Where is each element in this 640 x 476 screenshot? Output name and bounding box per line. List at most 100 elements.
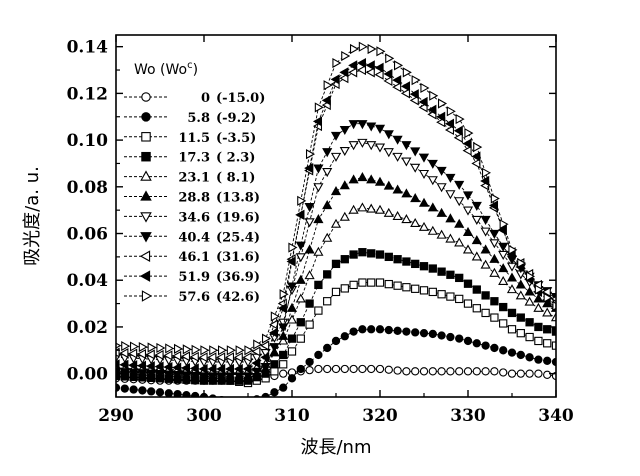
data-point bbox=[464, 207, 472, 214]
data-point bbox=[481, 216, 489, 223]
data-point bbox=[500, 303, 507, 310]
data-point bbox=[491, 368, 498, 375]
data-point bbox=[306, 321, 313, 328]
data-point bbox=[464, 300, 471, 307]
data-point bbox=[438, 291, 445, 298]
legend-title-main: Wo (Wo bbox=[134, 62, 187, 78]
data-point bbox=[332, 132, 340, 139]
data-point bbox=[473, 286, 480, 293]
legend-value: 28.8 bbox=[178, 191, 210, 206]
data-point bbox=[288, 348, 295, 355]
data-point bbox=[455, 220, 463, 227]
data-point bbox=[402, 158, 410, 165]
legend-value: 57.6 bbox=[178, 290, 210, 305]
data-point bbox=[314, 165, 322, 172]
y-tick-label: 0.14 bbox=[67, 38, 109, 58]
data-point bbox=[482, 292, 489, 299]
legend-value: 0 bbox=[201, 91, 210, 106]
data-point bbox=[456, 368, 463, 375]
data-point bbox=[332, 260, 339, 267]
data-point bbox=[332, 365, 339, 372]
data-point bbox=[280, 361, 287, 368]
data-point bbox=[456, 335, 463, 342]
data-point bbox=[393, 153, 401, 160]
y-tick-label: 0.08 bbox=[67, 178, 108, 198]
data-point bbox=[464, 192, 472, 199]
data-point bbox=[446, 214, 454, 221]
legend-value: 34.6 bbox=[178, 210, 210, 225]
data-point bbox=[411, 219, 419, 226]
data-point bbox=[420, 368, 427, 375]
data-point bbox=[438, 368, 445, 375]
data-point bbox=[544, 357, 551, 364]
data-point bbox=[500, 347, 507, 354]
data-point bbox=[350, 328, 357, 335]
data-point bbox=[358, 204, 366, 211]
legend-value: 40.4 bbox=[178, 230, 210, 245]
y-axis-title: 吸光度/a. u. bbox=[22, 166, 43, 266]
data-point bbox=[271, 361, 278, 368]
data-point bbox=[447, 333, 454, 340]
data-point bbox=[244, 398, 251, 405]
legend-entry: 17.3( 2.3) bbox=[124, 151, 255, 166]
data-point bbox=[437, 209, 445, 216]
data-point bbox=[525, 288, 533, 295]
data-point bbox=[297, 365, 304, 372]
data-point bbox=[526, 333, 533, 340]
data-point bbox=[474, 143, 481, 151]
data-point bbox=[473, 340, 480, 347]
data-point bbox=[271, 312, 278, 320]
data-point bbox=[368, 250, 375, 257]
data-point bbox=[482, 309, 489, 316]
legend-paren-value: ( 8.1) bbox=[216, 171, 255, 186]
data-point bbox=[411, 164, 419, 171]
y-tick-label: 0.10 bbox=[67, 131, 109, 151]
data-point bbox=[402, 215, 410, 222]
x-tick-label: 330 bbox=[450, 406, 486, 426]
data-point bbox=[165, 390, 172, 397]
data-point bbox=[429, 330, 436, 337]
data-point bbox=[358, 121, 366, 128]
y-tick-label: 0.00 bbox=[67, 365, 109, 385]
data-point bbox=[359, 249, 366, 256]
legend-entry: 34.6(19.6) bbox=[124, 210, 260, 225]
data-point bbox=[305, 271, 313, 278]
data-point bbox=[464, 337, 471, 344]
data-point bbox=[508, 326, 515, 333]
data-point bbox=[393, 186, 401, 193]
legend-entry: 40.4(25.4) bbox=[124, 230, 260, 245]
data-point bbox=[315, 307, 322, 314]
data-point bbox=[306, 358, 313, 365]
data-point bbox=[386, 54, 393, 62]
data-point bbox=[481, 261, 489, 268]
data-point bbox=[517, 351, 524, 358]
data-point bbox=[526, 354, 533, 361]
data-point bbox=[341, 285, 348, 292]
legend-entry: 0(-15.0) bbox=[124, 91, 265, 106]
data-point bbox=[341, 256, 348, 263]
data-point bbox=[517, 281, 525, 288]
data-point bbox=[359, 43, 366, 51]
data-point bbox=[271, 389, 278, 396]
absorbance-chart: 2903003103203303400.000.020.040.060.080.… bbox=[0, 0, 640, 476]
data-point bbox=[341, 127, 349, 134]
data-point bbox=[412, 260, 419, 267]
data-point bbox=[464, 280, 471, 287]
data-point bbox=[491, 314, 498, 321]
legend-title-close: ) bbox=[193, 62, 198, 78]
data-point bbox=[305, 204, 313, 211]
data-point bbox=[517, 370, 524, 377]
legend-paren-value: (-3.5) bbox=[216, 131, 256, 146]
data-point bbox=[141, 233, 151, 242]
data-point bbox=[420, 171, 428, 178]
legend-paren-value: (-9.2) bbox=[216, 111, 256, 126]
x-tick-label: 340 bbox=[538, 406, 574, 426]
data-point bbox=[535, 370, 542, 377]
data-point bbox=[499, 243, 507, 250]
data-point bbox=[315, 365, 322, 372]
legend-value: 5.8 bbox=[187, 111, 210, 126]
legend: Wo (Woc) 0(-15.0)5.8(-9.2)11.5(-3.5)17.3… bbox=[124, 60, 265, 305]
data-point bbox=[323, 201, 331, 208]
data-point bbox=[420, 330, 427, 337]
data-point bbox=[446, 235, 454, 242]
